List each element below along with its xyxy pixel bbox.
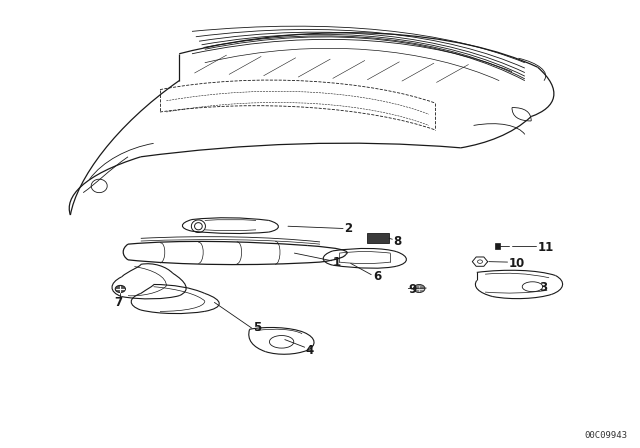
Text: 4: 4 [306,344,314,357]
Text: 10: 10 [509,257,525,270]
Text: 6: 6 [373,270,381,283]
Circle shape [115,285,125,293]
Text: 8: 8 [394,234,402,248]
Circle shape [413,284,425,293]
Text: 7: 7 [114,296,122,309]
Text: 3: 3 [540,281,548,294]
Text: 5: 5 [253,321,261,335]
Text: 2: 2 [344,222,353,235]
Text: 00C09943: 00C09943 [584,431,627,440]
Text: 11: 11 [538,241,554,254]
FancyBboxPatch shape [367,233,389,243]
Text: 1: 1 [333,255,341,269]
FancyBboxPatch shape [495,243,500,249]
Text: 9: 9 [408,283,417,297]
